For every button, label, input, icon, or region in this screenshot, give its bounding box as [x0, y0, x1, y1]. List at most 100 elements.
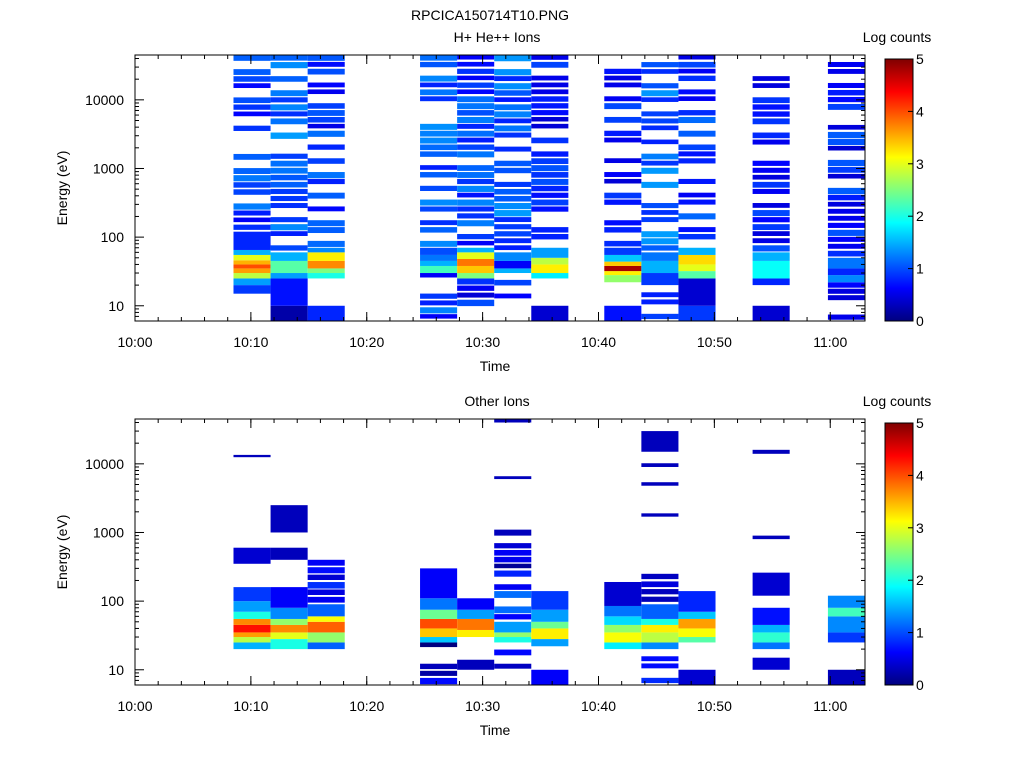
- heatmap-cell: [307, 130, 345, 137]
- heatmap-column: [270, 505, 308, 650]
- heatmap-cell: [678, 618, 716, 629]
- heatmap-cell: [457, 629, 495, 638]
- heatmap-cell: [420, 300, 458, 306]
- heatmap-cell: [827, 229, 865, 236]
- colorbar-label: Log counts: [863, 29, 932, 45]
- heatmap-cell: [827, 595, 865, 608]
- heatmap-cell: [270, 217, 308, 223]
- heatmap-column: [604, 581, 642, 650]
- plot-frame: [134, 418, 866, 686]
- heatmap-cell: [752, 76, 790, 81]
- heatmap-cell: [457, 609, 495, 619]
- heatmap-cell: [531, 257, 569, 265]
- heatmap-cell: [494, 563, 532, 569]
- heatmap-cell: [270, 167, 308, 174]
- heatmap-cell: [457, 144, 495, 150]
- heatmap-cell: [457, 247, 495, 253]
- heatmap-cell: [494, 167, 532, 174]
- heatmap-cell: [531, 621, 569, 629]
- heatmap-cell: [457, 68, 495, 74]
- heatmap-cell: [678, 178, 716, 184]
- heatmap-cell: [494, 543, 532, 549]
- y-axis-label: Energy (eV): [54, 515, 70, 590]
- panel-other-ions: Other Ions 10:00 10:10 10:20 10:30 10:40 10:5…: [54, 393, 931, 738]
- heatmap-cell: [494, 195, 532, 202]
- heatmap-cell: [233, 97, 271, 104]
- heatmap-cell: [827, 257, 865, 269]
- heatmap-cell: [494, 293, 532, 299]
- y-tick-label: 100: [101, 229, 125, 245]
- heatmap-cell: [827, 314, 865, 320]
- heatmap-cell: [494, 614, 532, 620]
- heatmap-cell: [604, 247, 642, 255]
- heatmap-cell: [531, 116, 569, 122]
- heatmap-cell: [827, 194, 865, 201]
- heatmap-cell: [270, 111, 308, 117]
- heatmap-cell: [531, 185, 569, 192]
- heatmap-cell: [827, 187, 865, 195]
- heatmap-cell: [233, 224, 271, 230]
- heatmap-cell: [420, 185, 458, 191]
- heatmap-cell: [307, 559, 345, 566]
- heatmap-cell: [641, 292, 679, 298]
- heatmap-cell: [827, 124, 865, 130]
- y-tick-label: 1000: [93, 524, 124, 540]
- heatmap-cell: [827, 145, 865, 151]
- heatmap-column: [270, 55, 308, 321]
- heatmap-cell: [494, 181, 532, 187]
- heatmap-cell: [641, 482, 679, 486]
- x-tick-label: 10:10: [233, 698, 268, 714]
- colorbar-tick-label: 4: [916, 103, 924, 119]
- heatmap-cell: [641, 589, 679, 595]
- heatmap-cell: [270, 547, 308, 560]
- heatmap-cell: [420, 55, 458, 61]
- heatmap-cell: [307, 268, 345, 274]
- heatmap-cell: [678, 55, 716, 60]
- heatmap-cell: [752, 167, 790, 173]
- heatmap-cell: [270, 160, 308, 167]
- heatmap-cell: [270, 76, 308, 82]
- heatmap-cell: [307, 567, 345, 574]
- heatmap-cell: [307, 55, 345, 61]
- heatmap-cell: [420, 618, 458, 629]
- heatmap-cell: [233, 189, 271, 195]
- x-tick-label: 10:40: [581, 334, 616, 350]
- heatmap-cell: [494, 146, 532, 152]
- heatmap-cell: [827, 159, 865, 167]
- colorbar-tick-label: 3: [916, 156, 924, 172]
- heatmap-cell: [457, 233, 495, 240]
- heatmap-cell: [457, 89, 495, 95]
- heatmap-cell: [641, 252, 679, 261]
- heatmap-cell: [420, 172, 458, 178]
- colorbar-tick-label: 5: [916, 415, 924, 431]
- heatmap-cell: [678, 213, 716, 220]
- heatmap-cell: [270, 231, 308, 236]
- heatmap-cell: [752, 238, 790, 244]
- heatmap-cell: [641, 463, 679, 467]
- heatmap-cell: [457, 299, 495, 307]
- heatmap-cell: [604, 75, 642, 81]
- heatmap-cell: [531, 247, 569, 258]
- colorbar-tick-label: 0: [916, 313, 924, 329]
- heatmap-cell: [752, 97, 790, 104]
- heatmap-cell: [531, 151, 569, 157]
- heatmap-cells: [233, 419, 865, 685]
- heatmap-cell: [233, 69, 271, 75]
- heatmap-cell: [457, 659, 495, 670]
- heatmap-cell: [827, 201, 865, 207]
- heatmap-cell: [531, 55, 569, 60]
- heatmap-cell: [270, 174, 308, 181]
- heatmap-cell: [641, 90, 679, 97]
- colorbar-tick-label: 2: [916, 208, 924, 224]
- heatmap-cell: [420, 642, 458, 648]
- heatmap-cell: [233, 104, 271, 110]
- heatmap-cell: [531, 123, 569, 129]
- heatmap-cell: [307, 252, 345, 261]
- heatmap-cell: [457, 252, 495, 260]
- heatmap-cell: [531, 192, 569, 198]
- heatmap-cell: [420, 247, 458, 255]
- heatmap-cell: [494, 419, 532, 423]
- heatmap-cell: [827, 103, 865, 110]
- heatmap-cell: [752, 174, 790, 180]
- heatmap-cell: [494, 268, 532, 274]
